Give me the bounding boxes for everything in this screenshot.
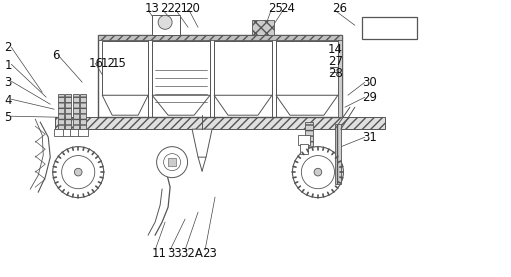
Bar (58, 94, 64, 129)
Bar (305, 122, 313, 164)
Text: 6: 6 (52, 49, 60, 62)
Circle shape (53, 147, 104, 198)
Circle shape (292, 147, 343, 198)
Bar (252, 20, 274, 35)
Circle shape (157, 147, 188, 178)
Polygon shape (214, 95, 272, 115)
Text: 3: 3 (4, 76, 12, 89)
Bar (362, 17, 417, 39)
Bar (73, 94, 79, 129)
Bar (98, 35, 342, 40)
Circle shape (314, 168, 322, 176)
Text: 4: 4 (4, 94, 12, 107)
Bar (98, 35, 342, 117)
Bar (152, 15, 180, 35)
Text: 20: 20 (185, 2, 200, 15)
Bar (65, 94, 71, 129)
Text: 32A: 32A (180, 247, 203, 260)
Text: 28: 28 (328, 67, 343, 80)
Circle shape (158, 15, 172, 29)
Bar (55, 117, 385, 129)
Bar (338, 35, 342, 117)
Bar (70, 129, 80, 136)
Polygon shape (152, 95, 210, 115)
Text: 1: 1 (4, 59, 12, 72)
Text: 5: 5 (4, 111, 12, 124)
Bar (54, 129, 64, 136)
Text: 2: 2 (4, 41, 12, 54)
Text: 22: 22 (160, 2, 175, 15)
Polygon shape (276, 95, 338, 115)
Polygon shape (192, 129, 212, 157)
Bar (63, 129, 73, 136)
Text: 14: 14 (328, 43, 343, 56)
Bar (80, 94, 86, 129)
Text: 15: 15 (111, 57, 126, 70)
Bar (276, 41, 338, 95)
Text: 24: 24 (280, 2, 295, 15)
Bar (298, 135, 310, 145)
Bar (300, 144, 308, 154)
Bar (102, 41, 148, 95)
Text: 16: 16 (88, 57, 103, 70)
Text: 13: 13 (145, 2, 160, 15)
Text: 23: 23 (202, 247, 217, 260)
Bar (152, 41, 210, 95)
Text: 25: 25 (268, 2, 283, 15)
Text: 12: 12 (100, 57, 115, 70)
Circle shape (75, 168, 82, 176)
Text: 11: 11 (152, 247, 167, 260)
Text: 31: 31 (362, 131, 377, 144)
Text: 21: 21 (173, 2, 188, 15)
Bar (78, 129, 88, 136)
Text: 30: 30 (362, 76, 377, 89)
Text: 27: 27 (328, 55, 343, 68)
Bar (214, 41, 272, 95)
Text: 26: 26 (332, 2, 347, 15)
Polygon shape (102, 95, 148, 115)
Bar (335, 124, 341, 184)
Bar (168, 158, 176, 166)
Text: 33: 33 (167, 247, 182, 260)
Text: 29: 29 (362, 91, 377, 104)
